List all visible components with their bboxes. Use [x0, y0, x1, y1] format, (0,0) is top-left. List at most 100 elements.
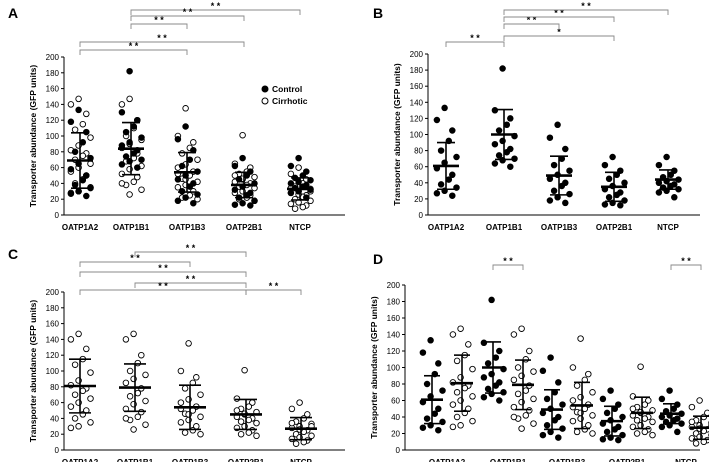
panel-label: B	[373, 5, 383, 21]
y-tick-label: 100	[46, 367, 60, 376]
control-point	[239, 154, 246, 162]
control-point	[495, 127, 503, 134]
cirrhotic-point	[287, 170, 295, 178]
cirrhotic-point	[688, 435, 696, 442]
control-point	[83, 172, 90, 179]
y-tick-label: 140	[46, 100, 60, 109]
cirrhotic-point	[87, 134, 94, 141]
cirrhotic-point	[585, 370, 592, 378]
y-tick-label: 120	[410, 114, 424, 123]
significance-bracket	[503, 35, 615, 41]
control-point	[667, 182, 675, 190]
y-tick-label: 200	[46, 53, 60, 62]
significance-label: * *	[211, 1, 221, 11]
significance-label: * *	[503, 256, 513, 266]
significance-label: * *	[129, 41, 139, 51]
control-point	[174, 197, 182, 205]
control-point	[546, 134, 554, 141]
significance-bracket	[503, 23, 560, 29]
significance-label: * *	[186, 243, 196, 253]
cirrhotic-point	[245, 416, 253, 424]
control-point	[235, 176, 243, 183]
cirrhotic-point	[530, 420, 537, 427]
cirrhotic-point	[633, 417, 641, 424]
panel-label: C	[8, 246, 18, 262]
cirrhotic-point	[510, 331, 518, 338]
control-point	[484, 385, 492, 393]
cirrhotic-point	[122, 379, 130, 387]
legend-label: Cirrhotic	[272, 96, 308, 106]
cirrhotic-point	[637, 363, 644, 370]
cirrhotic-point	[134, 413, 142, 421]
cirrhotic-point	[469, 365, 476, 373]
control-point	[182, 194, 189, 201]
cirrhotic-point	[449, 331, 457, 338]
cirrhotic-point	[67, 336, 75, 343]
cirrhotic-point	[79, 120, 87, 128]
significance-label: * *	[470, 33, 480, 43]
cirrhotic-point	[138, 186, 145, 193]
cirrhotic-point	[67, 424, 75, 432]
cirrhotic-point	[308, 432, 315, 440]
x-category-label: OATP2B1	[226, 223, 263, 232]
significance-bracket	[503, 16, 615, 22]
control-point	[439, 387, 446, 394]
y-tick-label: 80	[391, 380, 400, 389]
control-point	[609, 153, 616, 161]
cirrhotic-point	[589, 412, 596, 419]
cirrhotic-point	[522, 387, 530, 394]
control-point	[491, 140, 499, 148]
significance-label: * *	[186, 274, 196, 284]
control-point	[126, 67, 133, 75]
control-point	[295, 154, 302, 162]
control-point	[431, 410, 439, 417]
control-point	[566, 167, 573, 174]
y-tick-label: 80	[50, 148, 59, 157]
control-point	[449, 171, 456, 179]
control-point	[603, 409, 611, 417]
cirrhotic-point	[71, 126, 79, 133]
cirrhotic-point	[190, 139, 197, 146]
control-point	[251, 197, 258, 205]
x-category-label: OATP1A2	[62, 223, 99, 232]
cirrhotic-point	[87, 419, 94, 426]
cirrhotic-point	[194, 156, 201, 163]
cirrhotic-point	[453, 389, 461, 396]
cirrhotic-point	[178, 150, 186, 157]
control-point	[75, 106, 82, 114]
cirrhotic-point	[569, 417, 577, 425]
control-point	[605, 175, 613, 183]
cirrhotic-point	[118, 101, 126, 108]
cirrhotic-point	[79, 152, 87, 160]
control-point	[500, 389, 507, 396]
control-point	[453, 184, 460, 191]
significance-label: * *	[554, 8, 564, 18]
cirrhotic-point	[241, 366, 248, 374]
control-point	[138, 134, 145, 141]
x-category-label: OATP1B3	[541, 223, 578, 232]
control-point	[433, 190, 441, 197]
control-point	[611, 426, 619, 433]
control-point	[492, 382, 500, 389]
control-point	[658, 413, 666, 421]
significance-label: * *	[158, 263, 168, 273]
control-point	[130, 123, 138, 130]
y-tick-label: 160	[46, 320, 60, 329]
significance-bracket	[503, 9, 669, 15]
legend-marker-control	[261, 85, 269, 93]
significance-label: * *	[157, 33, 167, 43]
y-tick-label: 0	[419, 211, 424, 220]
y-tick-label: 200	[410, 50, 424, 59]
control-point	[615, 436, 622, 444]
cirrhotic-point	[253, 419, 260, 427]
cirrhotic-point	[449, 423, 457, 431]
cirrhotic-point	[629, 405, 637, 413]
y-tick-label: 60	[50, 164, 59, 173]
control-point	[559, 425, 566, 432]
y-tick-label: 120	[46, 116, 60, 125]
y-tick-label: 100	[410, 131, 424, 140]
cirrhotic-point	[688, 418, 696, 426]
y-tick-label: 40	[50, 179, 59, 188]
control-point	[605, 194, 613, 201]
y-axis-title: Transporter abundance (GFP units)	[369, 296, 379, 439]
